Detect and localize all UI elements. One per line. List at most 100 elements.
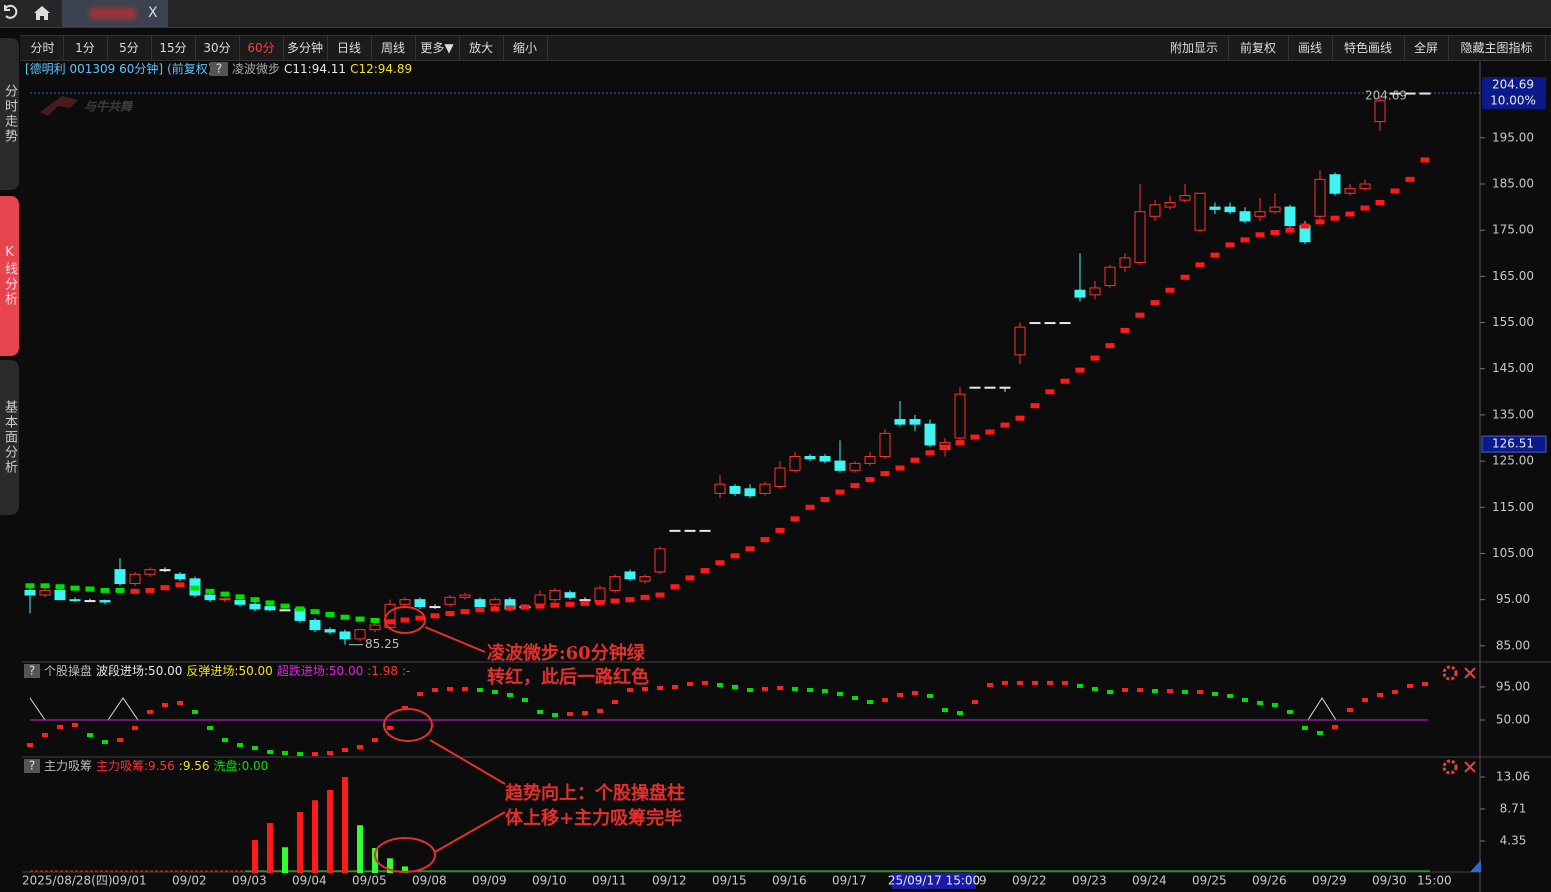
toolbar-button[interactable]: 周线 [371, 36, 416, 60]
indicator-dash [1287, 709, 1293, 714]
indicator-dash [1272, 702, 1278, 707]
trend-step [1030, 403, 1040, 409]
toolbar-button[interactable]: 分时 [22, 36, 64, 60]
trend-step [1105, 343, 1115, 349]
toolbar-button[interactable]: 放大 [459, 36, 504, 60]
trend-step [1000, 422, 1010, 428]
price-box [1482, 77, 1546, 94]
trend-step [1210, 252, 1220, 258]
x-tick-label: 09/23 [1072, 874, 1107, 888]
indicator-value: C11:94.11 [284, 62, 346, 76]
toolbar-button[interactable]: 1分 [63, 36, 108, 60]
toolbar-button[interactable]: 隐藏主图指标 [1448, 36, 1546, 60]
candle-body [714, 483, 726, 494]
home-icon[interactable] [34, 6, 50, 20]
indicator-dash [102, 740, 108, 745]
candle-body [909, 419, 921, 425]
indicator-dash [1332, 724, 1338, 729]
nav-icons [4, 4, 50, 20]
bar [357, 825, 363, 873]
legend-entry: 波段进场:50.00 [96, 663, 182, 678]
toolbar-button[interactable]: 前复权 [1228, 36, 1289, 60]
toolbar-button[interactable]: 日线 [327, 36, 372, 60]
trend-step [460, 609, 470, 615]
candle-body [1164, 201, 1176, 208]
toolbar-button[interactable]: 附加显示 [1160, 36, 1229, 60]
trend-step [1390, 188, 1400, 194]
indicator-dash [1302, 725, 1308, 730]
settings-icon[interactable] [1442, 665, 1458, 681]
candle-body [804, 455, 816, 460]
trend-step [595, 599, 605, 605]
indicator-dash [87, 733, 93, 738]
trend-step [1165, 287, 1175, 293]
trend-step [715, 560, 725, 566]
toolbar-button[interactable]: 全屏 [1404, 36, 1449, 60]
trend-step [1120, 327, 1130, 333]
watermark-text: 与牛共舞 [84, 100, 134, 114]
settings-icon[interactable] [1442, 759, 1458, 775]
side-tab[interactable]: K线分析 [0, 196, 19, 356]
candle-body [1374, 100, 1386, 123]
trend-step [625, 597, 635, 603]
toolbar-button[interactable]: 5分 [107, 36, 152, 60]
trend-step [475, 607, 485, 613]
indicator-dash [807, 687, 813, 692]
indicator-dash [492, 689, 498, 694]
toolbar-button[interactable]: 特色画线 [1332, 36, 1405, 60]
indicator-dash [1392, 689, 1398, 694]
candle-body [1059, 322, 1071, 325]
indicator-dash [717, 682, 723, 687]
legend-entry: :- [402, 664, 410, 678]
candle-body [1074, 289, 1086, 298]
candle-body [69, 599, 81, 602]
panel-header: 个股操盘 波段进场:50.00 反弹进场:50.00 超跌进场:50.00:1.98:… [44, 663, 410, 678]
cursor-price: 126.51 [1492, 437, 1534, 451]
trend-step [955, 440, 965, 446]
side-tab[interactable]: 分时走势 [0, 38, 19, 190]
candle-body [219, 598, 231, 601]
toolbar-button[interactable]: 多分钟 [283, 36, 328, 60]
back-icon[interactable] [4, 4, 18, 19]
trend-step [325, 611, 335, 617]
indicator-dash [1152, 689, 1158, 694]
indicator-dash [1257, 700, 1263, 705]
trend-step [340, 614, 350, 620]
indicator-dash [1362, 697, 1368, 702]
indicator-dash [132, 725, 138, 730]
tab[interactable]: X [62, 0, 168, 27]
close-icon[interactable] [1464, 761, 1476, 773]
trend-step [400, 617, 410, 623]
toolbar-button[interactable]: 缩小 [503, 36, 548, 60]
indicator-dash [837, 691, 843, 696]
toolbar-button[interactable]: 60分 [239, 36, 284, 60]
trend-step [1315, 219, 1325, 225]
toolbar-button[interactable]: 画线 [1288, 36, 1333, 60]
tab-close[interactable]: X [148, 5, 158, 21]
trend-step [1060, 378, 1070, 384]
help-box[interactable] [210, 62, 228, 76]
toolbar-button[interactable]: 15分 [151, 36, 196, 60]
legend-entry: :9.56 [179, 759, 210, 773]
candle-body [1224, 206, 1236, 213]
candle-body [924, 423, 936, 446]
toolbar-button[interactable]: 30分 [195, 36, 240, 60]
indicator-dash [177, 700, 183, 705]
side-tab[interactable]: 基本面分析 [0, 360, 19, 515]
candle-body [474, 599, 486, 608]
indicator-dash [1227, 693, 1233, 698]
close-icon[interactable] [1464, 667, 1476, 679]
help-icon[interactable]: ? [216, 62, 222, 76]
bar [327, 789, 333, 873]
candle-body [309, 619, 321, 631]
title-bar: X [0, 0, 1551, 28]
toolbar-button[interactable]: 更多▼ [415, 36, 460, 60]
trend-step [235, 594, 245, 600]
help-box[interactable] [24, 664, 40, 678]
y-tick-label: 125.00 [1492, 454, 1534, 468]
help-box[interactable] [24, 759, 40, 773]
indicator-dash [117, 738, 123, 743]
x-tick-label: 09/24 [1132, 874, 1167, 888]
x-tick-label: 09/04 [292, 874, 327, 888]
